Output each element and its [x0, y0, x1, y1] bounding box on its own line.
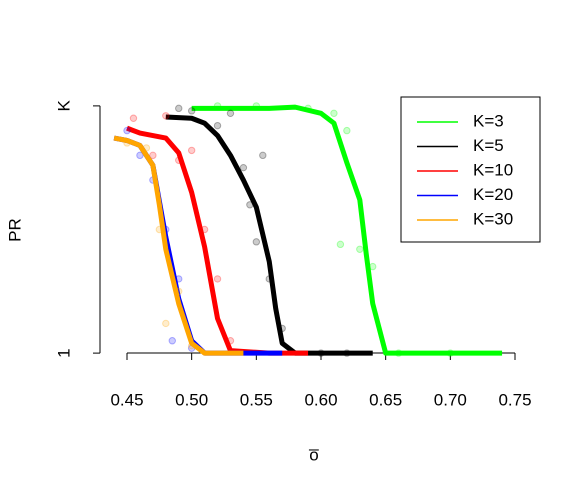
series-line [191, 104, 503, 356]
x-tick-label: 0.75 [498, 390, 531, 409]
scatter-point [213, 275, 222, 283]
x-tick-label: 0.45 [110, 390, 143, 409]
y-tick-label: 1 [54, 348, 73, 357]
series-line [113, 135, 283, 356]
scatter-point [175, 104, 183, 113]
y-tick-label: K [54, 100, 73, 112]
series-line [126, 125, 309, 356]
legend-label: K=20 [473, 185, 513, 204]
scatter-point [343, 126, 351, 135]
x-tick-label: 0.65 [369, 390, 402, 409]
legend-label: K=10 [473, 160, 513, 179]
scatter-point [259, 151, 267, 160]
x-tick-label: 0.60 [304, 390, 337, 409]
legend-box [400, 96, 541, 243]
scatter-point [162, 112, 170, 120]
scatter-point [187, 146, 196, 155]
x-tick-label: 0.50 [175, 390, 208, 409]
series-line [113, 135, 244, 356]
series-line [165, 114, 373, 356]
legend-label: K=5 [473, 136, 504, 155]
scatter-point [149, 151, 157, 160]
scatter-point [162, 319, 170, 328]
scatter-point [239, 163, 248, 172]
scatter-point [226, 109, 235, 118]
scatter-point [252, 238, 261, 246]
scatter-point [330, 109, 338, 118]
y-axis-label: PR [5, 218, 24, 242]
x-tick-label: 0.70 [434, 390, 467, 409]
scatter-point [168, 337, 176, 345]
scatter-point [123, 126, 131, 135]
scatter-point [129, 114, 138, 122]
scatter-point [336, 240, 345, 249]
legend-label: K=3 [473, 111, 504, 130]
x-axis-label: o̅ [309, 445, 319, 464]
scatter-point [136, 151, 144, 160]
scatter-point [213, 121, 222, 130]
legend-label: K=30 [473, 209, 513, 228]
scatter-point [187, 107, 196, 115]
x-tick-label: 0.55 [240, 390, 273, 409]
scatter-point [356, 245, 364, 253]
